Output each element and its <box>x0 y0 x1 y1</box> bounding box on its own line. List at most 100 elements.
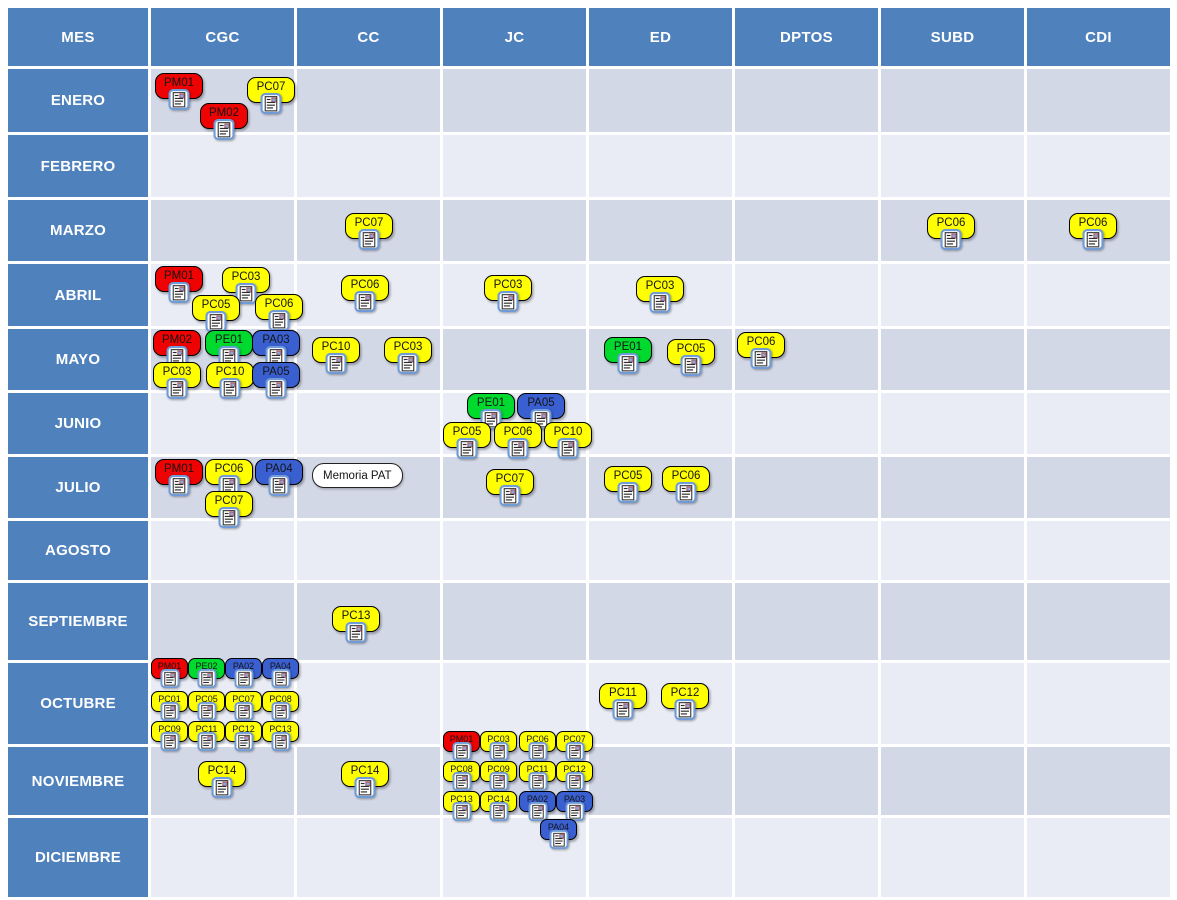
task-badge-pm01[interactable]: PM01 <box>155 266 203 303</box>
task-badge-pc06[interactable]: PC06 <box>494 422 542 459</box>
embedded-document-icon[interactable] <box>452 772 471 791</box>
task-badge-pe01[interactable]: PE01 <box>604 337 652 374</box>
task-badge-pc03[interactable]: PC03 <box>153 362 201 399</box>
embedded-document-icon[interactable] <box>265 378 287 399</box>
embedded-document-icon[interactable] <box>358 229 380 250</box>
task-badge-pe01[interactable]: PE01 <box>205 330 253 367</box>
task-badge-pc13[interactable]: PC13 <box>262 721 299 751</box>
embedded-document-icon[interactable] <box>649 292 671 313</box>
task-badge-pa04[interactable]: PA04 <box>540 819 577 849</box>
task-badge-pc09[interactable]: PC09 <box>480 761 517 791</box>
embedded-document-icon[interactable] <box>489 742 508 761</box>
embedded-document-icon[interactable] <box>218 507 240 528</box>
embedded-document-icon[interactable] <box>271 669 290 688</box>
task-badge-pc05[interactable]: PC05 <box>443 422 491 459</box>
embedded-document-icon[interactable] <box>549 830 568 849</box>
task-badge-pc03[interactable]: PC03 <box>484 275 532 312</box>
embedded-document-icon[interactable] <box>397 353 419 374</box>
embedded-document-icon[interactable] <box>218 346 240 367</box>
embedded-document-icon[interactable] <box>528 802 547 821</box>
embedded-document-icon[interactable] <box>452 742 471 761</box>
embedded-document-icon[interactable] <box>617 482 639 503</box>
embedded-document-icon[interactable] <box>612 699 634 720</box>
task-badge-pm02[interactable]: PM02 <box>153 330 201 367</box>
embedded-document-icon[interactable] <box>489 772 508 791</box>
embedded-document-icon[interactable] <box>675 482 697 503</box>
embedded-document-icon[interactable] <box>565 742 584 761</box>
task-badge-pe01[interactable]: PE01 <box>467 393 515 430</box>
embedded-document-icon[interactable] <box>197 732 216 751</box>
task-badge-pc07[interactable]: PC07 <box>225 691 262 721</box>
task-badge-pc12[interactable]: PC12 <box>661 683 709 720</box>
embedded-document-icon[interactable] <box>234 702 253 721</box>
embedded-document-icon[interactable] <box>528 772 547 791</box>
task-badge-pc06[interactable]: PC06 <box>519 731 556 761</box>
task-badge-pa02[interactable]: PA02 <box>519 791 556 821</box>
embedded-document-icon[interactable] <box>489 802 508 821</box>
embedded-document-icon[interactable] <box>617 353 639 374</box>
task-badge-pa02[interactable]: PA02 <box>225 658 262 688</box>
embedded-document-icon[interactable] <box>168 89 190 110</box>
task-badge-pc08[interactable]: PC08 <box>443 761 480 791</box>
embedded-document-icon[interactable] <box>271 732 290 751</box>
embedded-document-icon[interactable] <box>325 353 347 374</box>
task-badge-pc14[interactable]: PC14 <box>198 761 246 798</box>
embedded-document-icon[interactable] <box>219 378 241 399</box>
embedded-document-icon[interactable] <box>211 777 233 798</box>
embedded-document-icon[interactable] <box>166 378 188 399</box>
task-badge-pc06[interactable]: PC06 <box>1069 213 1117 250</box>
task-badge-pc13[interactable]: PC13 <box>332 606 380 643</box>
task-badge-pc13[interactable]: PC13 <box>443 791 480 821</box>
task-badge-pc06[interactable]: PC06 <box>205 459 253 496</box>
task-badge-pc03[interactable]: PC03 <box>480 731 517 761</box>
embedded-document-icon[interactable] <box>674 699 696 720</box>
embedded-document-icon[interactable] <box>452 802 471 821</box>
embedded-document-icon[interactable] <box>268 475 290 496</box>
task-badge-pc10[interactable]: PC10 <box>544 422 592 459</box>
embedded-document-icon[interactable] <box>940 229 962 250</box>
task-badge-pc06[interactable]: PC06 <box>737 332 785 369</box>
embedded-document-icon[interactable] <box>497 291 519 312</box>
embedded-document-icon[interactable] <box>354 291 376 312</box>
embedded-document-icon[interactable] <box>166 346 188 367</box>
embedded-document-icon[interactable] <box>680 355 702 376</box>
embedded-document-icon[interactable] <box>557 438 579 459</box>
task-badge-pc07[interactable]: PC07 <box>486 469 534 506</box>
task-badge-pc05[interactable]: PC05 <box>192 295 240 332</box>
task-badge-pm01[interactable]: PM01 <box>155 459 203 496</box>
embedded-document-icon[interactable] <box>354 777 376 798</box>
task-badge-pc10[interactable]: PC10 <box>312 337 360 374</box>
task-badge-pm02[interactable]: PM02 <box>200 103 248 140</box>
embedded-document-icon[interactable] <box>507 438 529 459</box>
task-badge-pc09[interactable]: PC09 <box>151 721 188 751</box>
embedded-document-icon[interactable] <box>268 310 290 331</box>
task-badge-pc06[interactable]: PC06 <box>341 275 389 312</box>
task-badge-pc07[interactable]: PC07 <box>556 731 593 761</box>
task-badge-pc03[interactable]: PC03 <box>384 337 432 374</box>
embedded-document-icon[interactable] <box>260 93 282 114</box>
task-badge-pc05[interactable]: PC05 <box>667 339 715 376</box>
embedded-document-icon[interactable] <box>1082 229 1104 250</box>
task-badge-pc11[interactable]: PC11 <box>519 761 556 791</box>
embedded-document-icon[interactable] <box>168 282 190 303</box>
embedded-document-icon[interactable] <box>160 732 179 751</box>
embedded-document-icon[interactable] <box>197 702 216 721</box>
embedded-document-icon[interactable] <box>456 438 478 459</box>
task-badge-pc10[interactable]: PC10 <box>206 362 254 399</box>
embedded-document-icon[interactable] <box>168 475 190 496</box>
embedded-document-icon[interactable] <box>160 702 179 721</box>
embedded-document-icon[interactable] <box>205 311 227 332</box>
embedded-document-icon[interactable] <box>345 622 367 643</box>
task-badge-pc07[interactable]: PC07 <box>345 213 393 250</box>
task-badge-pc01[interactable]: PC01 <box>151 691 188 721</box>
embedded-document-icon[interactable] <box>499 485 521 506</box>
task-badge-pa04[interactable]: PA04 <box>255 459 303 496</box>
task-badge-memoria-pat[interactable]: Memoria PAT <box>312 463 403 488</box>
task-badge-pm01[interactable]: PM01 <box>443 731 480 761</box>
task-badge-pm01[interactable]: PM01 <box>155 73 203 110</box>
task-badge-pc14[interactable]: PC14 <box>341 761 389 798</box>
task-badge-pc12[interactable]: PC12 <box>225 721 262 751</box>
task-badge-pa03[interactable]: PA03 <box>252 330 300 367</box>
task-badge-pc06[interactable]: PC06 <box>255 294 303 331</box>
embedded-document-icon[interactable] <box>750 348 772 369</box>
